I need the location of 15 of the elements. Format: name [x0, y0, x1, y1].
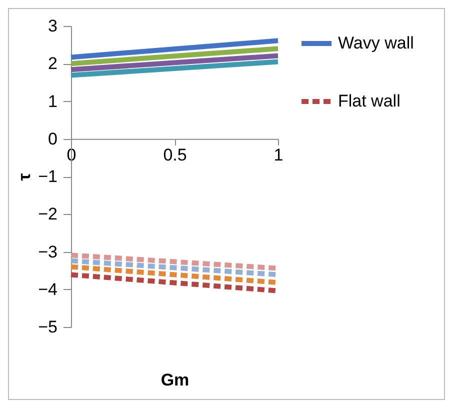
legend-label: Flat wall — [338, 92, 400, 110]
y-tick-label: 1 — [48, 92, 58, 111]
y-tick-label: −1 — [38, 167, 58, 186]
y-tick-label: 0 — [48, 129, 58, 148]
y-tick-label: 3 — [48, 16, 58, 36]
y-axis-title: τ — [15, 172, 34, 181]
x-tick-label: 0.5 — [163, 145, 187, 164]
y-tick-label: −5 — [38, 318, 58, 336]
x-tick-label: 1 — [274, 145, 284, 164]
legend-label: Wavy wall — [338, 34, 414, 52]
y-tick-label: 2 — [48, 54, 58, 74]
y-tick-label: −2 — [38, 204, 58, 224]
x-axis-title: Gm — [160, 370, 190, 390]
y-tick-label: −4 — [38, 280, 58, 299]
y-tick-label: −3 — [38, 242, 58, 262]
